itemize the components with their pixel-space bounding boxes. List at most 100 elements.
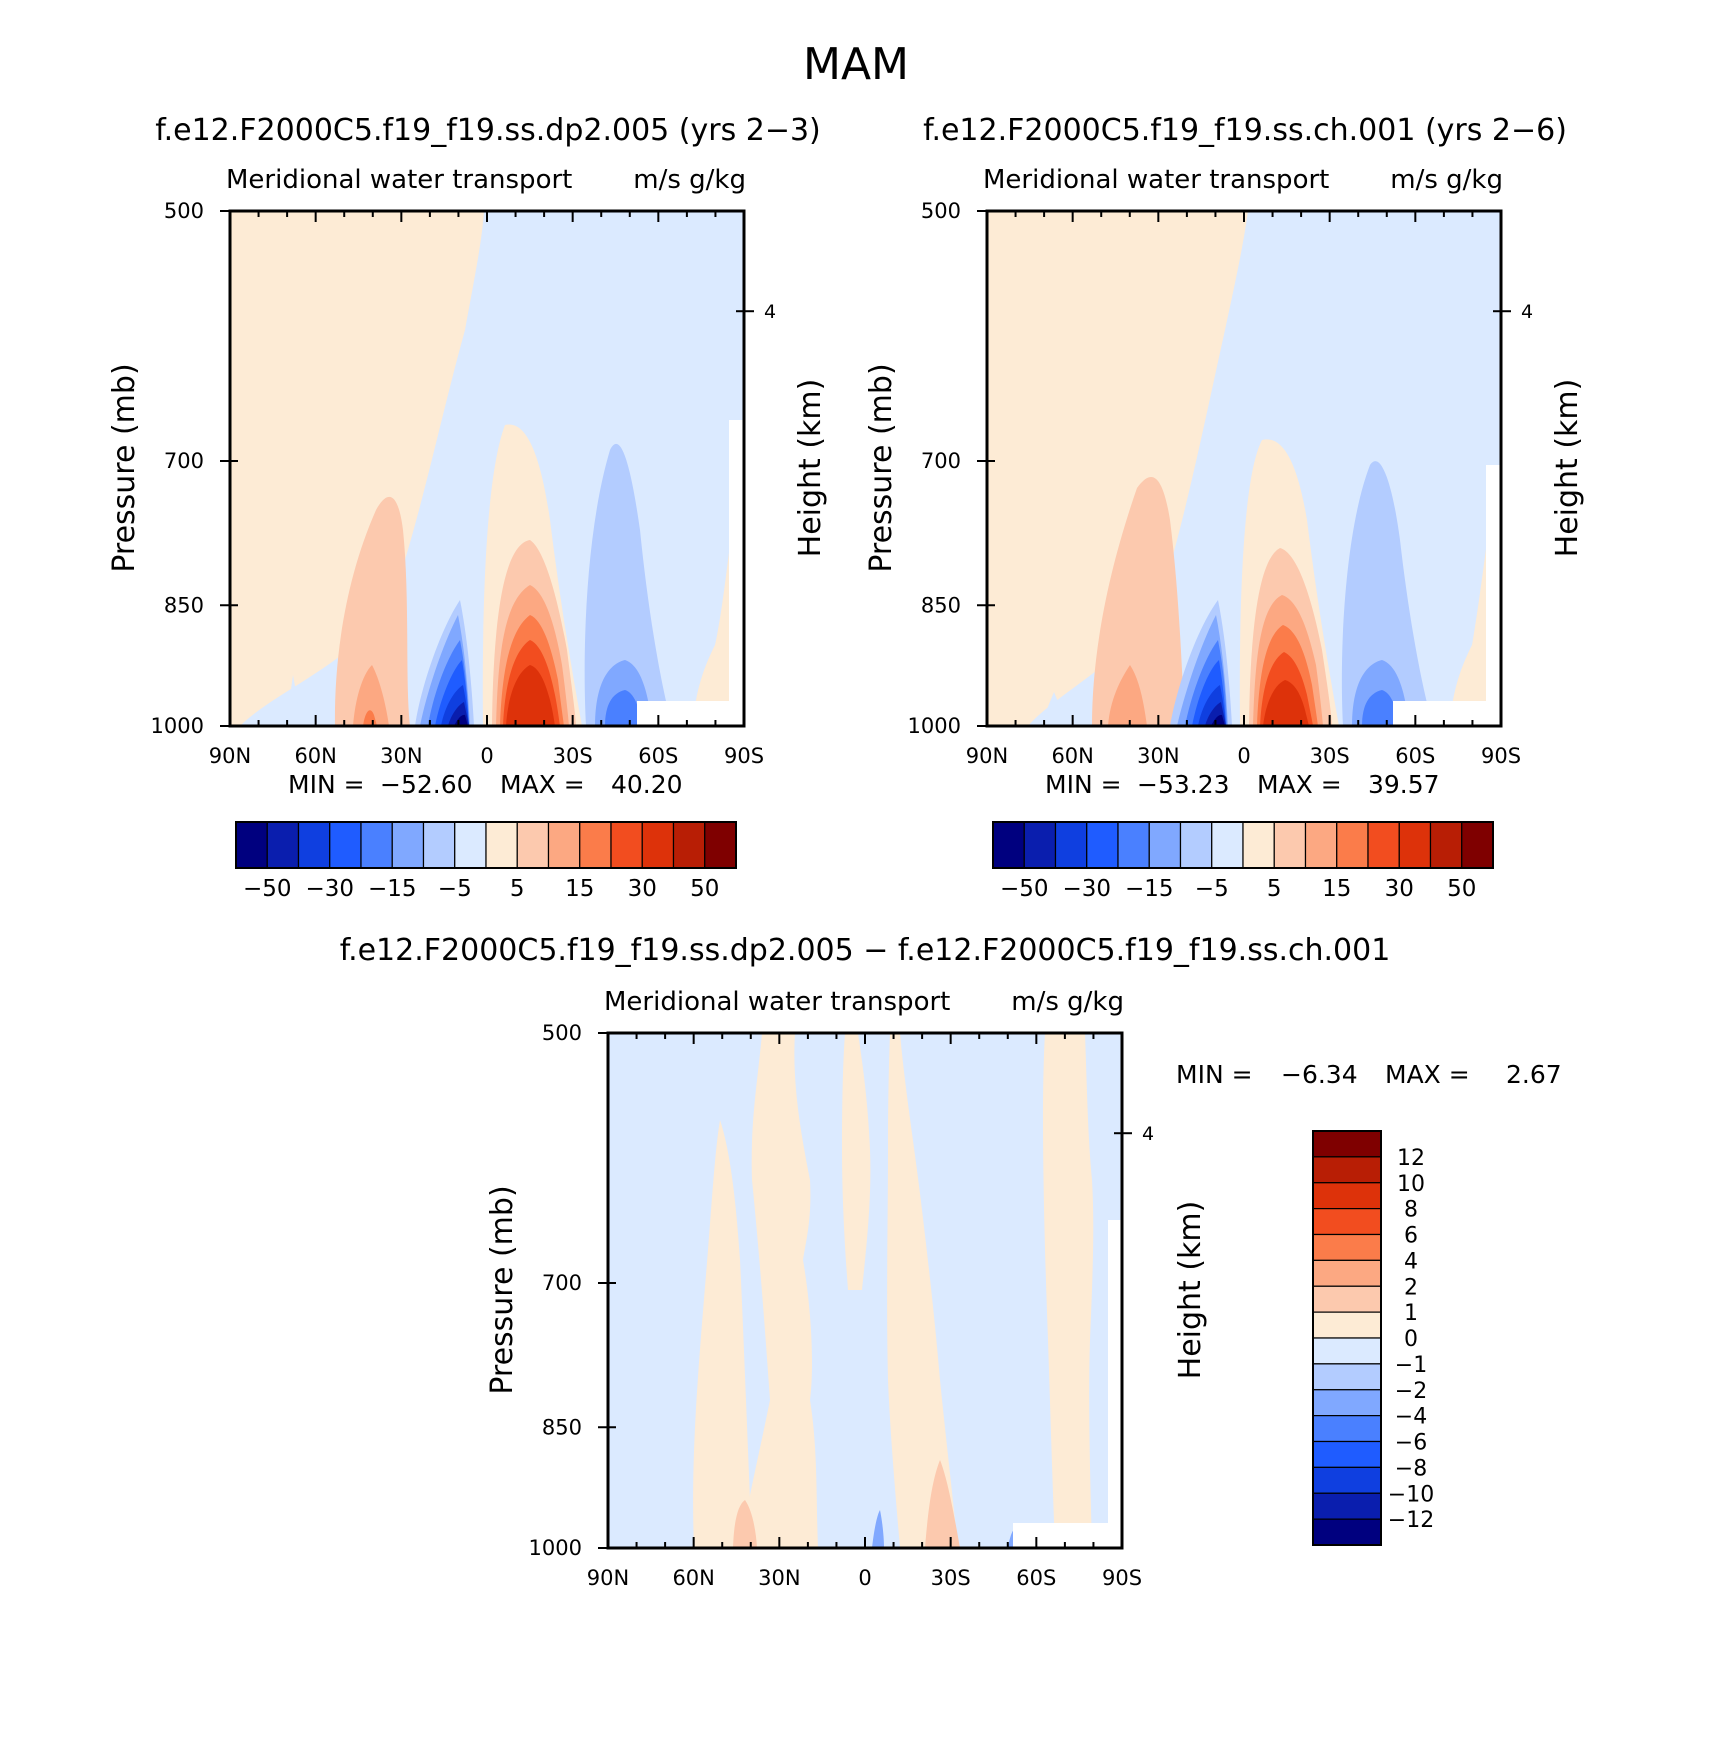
p0-x-tick-label: 90S bbox=[724, 744, 764, 768]
p2-colorbar-tick-label: −8 bbox=[1395, 1456, 1427, 1481]
p2-colorbar-swatch bbox=[1312, 1415, 1382, 1443]
p1-colorbar-swatch bbox=[1429, 821, 1463, 869]
p2-x-tick-label: 90N bbox=[587, 1566, 629, 1590]
panel-1-y2-axis-label: Height (km) bbox=[793, 379, 828, 558]
p0-colorbar-swatch bbox=[516, 821, 550, 869]
p2-colorbar-swatch bbox=[1312, 1156, 1382, 1184]
p0-y2-tick-label: 4 bbox=[764, 301, 776, 323]
p2-colorbar-swatch bbox=[1312, 1518, 1382, 1546]
p0-colorbar-tick-label: 5 bbox=[510, 876, 525, 902]
panel-3: f.e12.F2000C5.f19_f19.ss.dp2.005 − f.e12… bbox=[340, 933, 1562, 1590]
p1-y-tick-label: 1000 bbox=[908, 714, 961, 738]
p0-x-tick-label: 0 bbox=[480, 744, 493, 768]
panel-1: f.e12.F2000C5.f19_f19.ss.dp2.005 (yrs 2−… bbox=[107, 113, 828, 902]
p1-x-tick-label: 60N bbox=[1051, 744, 1093, 768]
p1-colorbar-swatch bbox=[1117, 821, 1150, 869]
panel-1-stats: MIN = −52.60 MAX = 40.20 bbox=[288, 770, 683, 799]
p2-colorbar-swatch bbox=[1312, 1311, 1382, 1339]
p1-colorbar-swatch bbox=[992, 821, 1025, 869]
p0-colorbar-swatch bbox=[485, 821, 518, 869]
panel-1-min-value: −52.60 bbox=[380, 770, 473, 799]
panel-1-colorbar: −50 −30 −15 −5 5 15 30 50 bbox=[235, 821, 737, 902]
p2-y-tick-label: 850 bbox=[542, 1415, 582, 1439]
p1-y-tick-label: 500 bbox=[921, 199, 961, 223]
panel-1-max-value: 40.20 bbox=[611, 770, 683, 799]
p2-y2-tick-label: 4 bbox=[1142, 1123, 1154, 1145]
p0-y-tick-label: 500 bbox=[164, 199, 204, 223]
p1-colorbar-tick-label: −5 bbox=[1195, 876, 1229, 902]
p0-colorbar-tick-label: 30 bbox=[628, 876, 657, 902]
p0-colorbar-swatch bbox=[704, 821, 737, 869]
p2-colorbar-tick-label: −4 bbox=[1395, 1405, 1427, 1430]
p1-y-tick-label: 850 bbox=[921, 593, 961, 617]
p0-colorbar-tick-label: 50 bbox=[690, 876, 719, 902]
panel-3-max-value: 2.67 bbox=[1506, 1060, 1562, 1089]
p2-colorbar-swatch bbox=[1312, 1363, 1382, 1391]
p0-colorbar-swatch bbox=[391, 821, 425, 869]
p1-colorbar-swatch bbox=[1273, 821, 1307, 869]
p2-colorbar-swatch bbox=[1312, 1492, 1382, 1520]
p1-colorbar-tick-label: −50 bbox=[1000, 876, 1049, 902]
panel-2-min-label: MIN = bbox=[1045, 770, 1122, 799]
p0-colorbar-swatch bbox=[454, 821, 487, 869]
p0-x-tick-label: 30S bbox=[553, 744, 593, 768]
p2-colorbar-swatch bbox=[1312, 1466, 1382, 1494]
p0-y-tick-label: 850 bbox=[164, 593, 204, 617]
p0-x-tick-label: 30N bbox=[380, 744, 422, 768]
p1-colorbar-tick-label: 15 bbox=[1322, 876, 1351, 902]
p2-x-tick-label: 30N bbox=[758, 1566, 800, 1590]
p0-x-tick-label: 60S bbox=[638, 744, 678, 768]
panel-2-max-value: 39.57 bbox=[1368, 770, 1440, 799]
panel-1-y-axis: 500 700 850 1000 4 bbox=[151, 199, 777, 738]
p1-x-tick-label: 60S bbox=[1395, 744, 1435, 768]
panel-1-y-axis-label: Pressure (mb) bbox=[107, 363, 142, 572]
p1-colorbar-swatch bbox=[1461, 821, 1494, 869]
p0-colorbar-swatch bbox=[329, 821, 362, 869]
panel-1-max-label: MAX = bbox=[500, 770, 585, 799]
panel-2-colorbar: −50 −30 −15 −5 5 15 30 50 bbox=[992, 821, 1494, 902]
p0-y-tick-label: 700 bbox=[164, 449, 204, 473]
p2-colorbar-tick-label: −10 bbox=[1388, 1482, 1434, 1507]
p2-x-tick-label: 90S bbox=[1102, 1566, 1142, 1590]
p0-x-tick-label: 90N bbox=[209, 744, 251, 768]
p2-colorbar-swatch bbox=[1312, 1208, 1382, 1236]
p2-colorbar-tick-label: 2 bbox=[1404, 1275, 1418, 1300]
p2-colorbar-tick-label: 8 bbox=[1404, 1198, 1418, 1223]
p1-colorbar-tick-label: −15 bbox=[1125, 876, 1174, 902]
panel-2-variable-label: Meridional water transport bbox=[983, 165, 1329, 195]
p2-colorbar-frame bbox=[1312, 1130, 1382, 1546]
p1-y-tick-label: 700 bbox=[921, 449, 961, 473]
panel-1-contour-field bbox=[230, 211, 744, 726]
p0-colorbar-frame bbox=[235, 821, 737, 869]
p1-colorbar-swatch bbox=[1398, 821, 1432, 869]
p2-colorbar-tick-label: 1 bbox=[1404, 1301, 1418, 1326]
season-title: MAM bbox=[803, 39, 909, 90]
p2-colorbar-tick-label: 10 bbox=[1397, 1172, 1425, 1197]
p2-colorbar-tick-label: 12 bbox=[1397, 1146, 1425, 1171]
p1-colorbar-swatch bbox=[1336, 821, 1369, 869]
panel-1-variable-label: Meridional water transport bbox=[226, 165, 572, 195]
panel-3-y-axis-label: Pressure (mb) bbox=[485, 1185, 520, 1394]
p0-colorbar-swatch bbox=[547, 821, 581, 869]
p1-colorbar-swatch bbox=[1242, 821, 1275, 869]
p1-colorbar-tick-label: −30 bbox=[1062, 876, 1111, 902]
p1-colorbar-swatch bbox=[1179, 821, 1213, 869]
panel-3-stats: MIN = −6.34 MAX = 2.67 bbox=[1176, 1060, 1562, 1089]
p1-colorbar-swatch bbox=[1023, 821, 1057, 869]
p1-colorbar-swatch bbox=[1367, 821, 1400, 869]
p0-colorbar-tick-label: −15 bbox=[368, 876, 417, 902]
p2-x-tick-label: 60N bbox=[672, 1566, 714, 1590]
p2-y-tick-label: 700 bbox=[542, 1271, 582, 1295]
p2-colorbar-swatch bbox=[1312, 1130, 1382, 1158]
panel-2-y-axis: 500 700 850 1000 4 bbox=[908, 199, 1534, 738]
p0-colorbar-tick-label: −5 bbox=[438, 876, 472, 902]
p2-colorbar-swatch bbox=[1312, 1285, 1382, 1313]
p1-colorbar-swatch bbox=[1054, 821, 1088, 869]
p2-colorbar-swatch bbox=[1312, 1233, 1382, 1261]
p1-colorbar-swatch bbox=[1148, 821, 1182, 869]
p0-colorbar-swatch bbox=[610, 821, 643, 869]
p1-x-tick-label: 30S bbox=[1310, 744, 1350, 768]
p0-y-tick-label: 1000 bbox=[151, 714, 204, 738]
p2-x-tick-label: 60S bbox=[1016, 1566, 1056, 1590]
